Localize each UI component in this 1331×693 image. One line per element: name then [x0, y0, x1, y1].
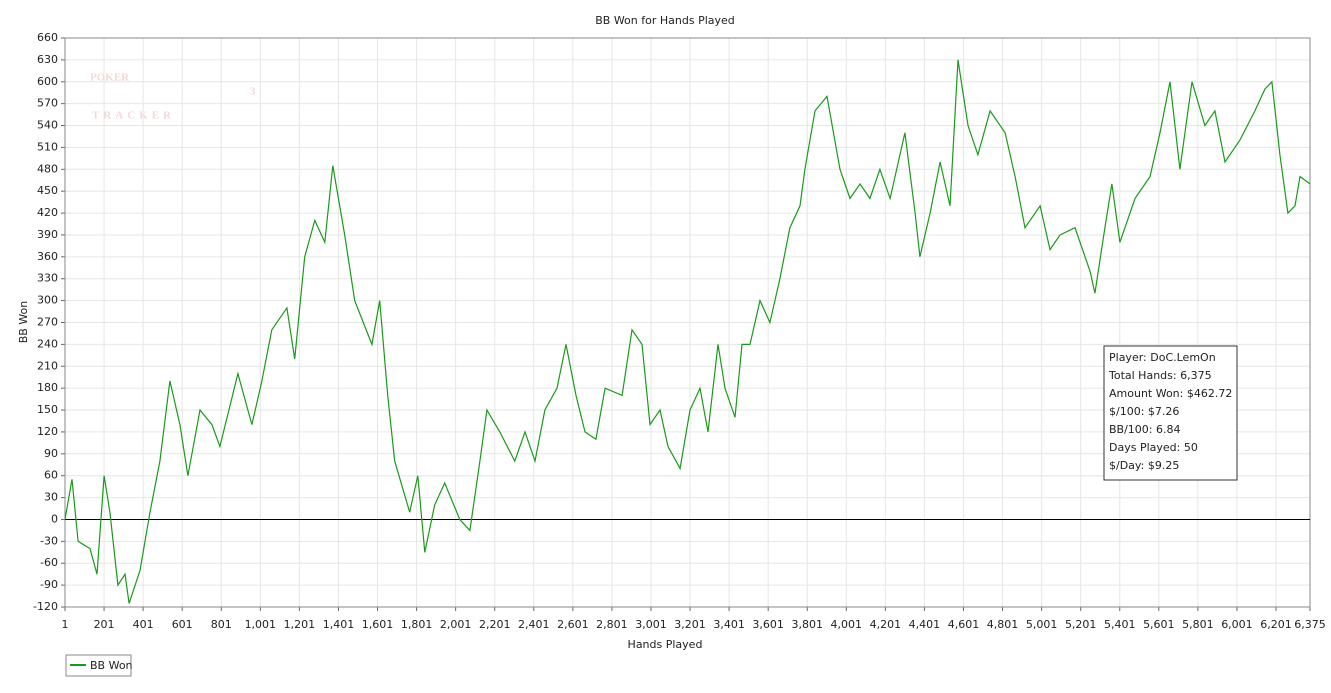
- y-tick-label: 0: [51, 512, 58, 525]
- x-tick-label: 801: [211, 618, 232, 631]
- chart-title: BB Won for Hands Played: [595, 14, 735, 27]
- legend-label: BB Won: [90, 659, 133, 672]
- x-tick-label: 4,401: [909, 618, 941, 631]
- y-tick-label: 360: [37, 250, 58, 263]
- info-line: Days Played: 50: [1109, 441, 1198, 454]
- y-tick-label: 390: [37, 228, 58, 241]
- x-tick-label: 5,001: [1026, 618, 1058, 631]
- x-tick-label: 3,801: [791, 618, 823, 631]
- legend: [65, 654, 132, 677]
- info-line: $/Day: $9.25: [1109, 459, 1179, 472]
- watermark: TRACKER: [92, 110, 175, 122]
- info-line: Amount Won: $462.72: [1109, 387, 1232, 400]
- watermark: POKER: [90, 72, 130, 84]
- info-line: $/100: $7.26: [1109, 405, 1179, 418]
- x-tick-label: 1,201: [284, 618, 316, 631]
- y-tick-label: 180: [37, 381, 58, 394]
- y-tick-label: 120: [37, 425, 58, 438]
- y-tick-label: -30: [40, 534, 58, 547]
- x-tick-label: 6,375: [1294, 618, 1326, 631]
- y-tick-label: 60: [44, 469, 58, 482]
- x-tick-label: 4,201: [870, 618, 902, 631]
- x-tick-label: 5,201: [1065, 618, 1097, 631]
- info-box: [1103, 345, 1238, 481]
- x-tick-label: 201: [94, 618, 115, 631]
- x-tick-label: 3,201: [674, 618, 706, 631]
- x-tick-label: 1,401: [323, 618, 355, 631]
- x-tick-label: 2,801: [596, 618, 628, 631]
- x-tick-label: 2,201: [479, 618, 511, 631]
- y-tick-label: 240: [37, 337, 58, 350]
- x-tick-label: 4,001: [831, 618, 863, 631]
- x-tick-label: 6,201: [1260, 618, 1292, 631]
- x-tick-label: 3,601: [752, 618, 784, 631]
- y-tick-label: 570: [37, 97, 58, 110]
- y-tick-label: 210: [37, 359, 58, 372]
- y-tick-label: 300: [37, 294, 58, 307]
- x-tick-label: 6,001: [1221, 618, 1253, 631]
- plot-frame: [64, 37, 1311, 608]
- x-tick-label: 5,401: [1104, 618, 1136, 631]
- watermark: 3: [250, 86, 256, 98]
- y-tick-label: 450: [37, 184, 58, 197]
- x-tick-label: 5,601: [1143, 618, 1175, 631]
- y-axis-label: BB Won: [17, 301, 30, 344]
- y-tick-label: 630: [37, 53, 58, 66]
- x-tick-label: 3,001: [635, 618, 667, 631]
- x-tick-label: 2,001: [440, 618, 472, 631]
- y-tick-label: 330: [37, 272, 58, 285]
- info-line: BB/100: 6.84: [1109, 423, 1181, 436]
- y-tick-label: -120: [33, 600, 58, 613]
- x-tick-label: 2,601: [557, 618, 589, 631]
- x-tick-label: 1,801: [401, 618, 433, 631]
- x-tick-label: 401: [133, 618, 154, 631]
- y-tick-label: 30: [44, 491, 58, 504]
- x-tick-label: 4,801: [987, 618, 1019, 631]
- y-tick-label: 660: [37, 31, 58, 44]
- y-tick-label: -90: [40, 578, 58, 591]
- x-tick-label: 3,401: [713, 618, 745, 631]
- y-tick-label: 510: [37, 140, 58, 153]
- x-tick-label: 4,601: [948, 618, 980, 631]
- x-tick-label: 2,401: [518, 618, 550, 631]
- x-axis-label: Hands Played: [628, 638, 703, 651]
- y-tick-label: 420: [37, 206, 58, 219]
- y-tick-label: 540: [37, 119, 58, 132]
- y-tick-label: 480: [37, 162, 58, 175]
- x-tick-label: 601: [172, 618, 193, 631]
- y-tick-label: 600: [37, 75, 58, 88]
- x-tick-label: 1,001: [245, 618, 277, 631]
- y-tick-label: -60: [40, 556, 58, 569]
- x-tick-label: 5,801: [1182, 618, 1214, 631]
- y-tick-label: 270: [37, 316, 58, 329]
- y-tick-label: 150: [37, 403, 58, 416]
- y-tick-label: 90: [44, 447, 58, 460]
- info-line: Player: DoC.LemOn: [1109, 351, 1216, 364]
- x-tick-label: 1,601: [362, 618, 394, 631]
- x-tick-label: 1: [62, 618, 69, 631]
- info-line: Total Hands: 6,375: [1108, 369, 1212, 382]
- data-line: [64, 59, 1311, 604]
